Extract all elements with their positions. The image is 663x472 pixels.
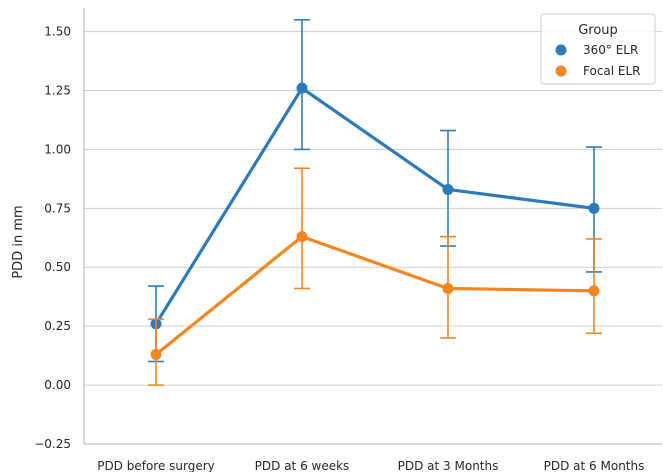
y-tick-label: 0.75 xyxy=(44,201,71,215)
legend-title: Group xyxy=(578,23,618,38)
y-axis-label: PDD in mm xyxy=(11,205,26,278)
y-tick-label: −0.25 xyxy=(34,437,71,451)
legend-entry: 360° ELR xyxy=(583,43,638,57)
legend-entry: Focal ELR xyxy=(583,64,641,78)
y-tick-label: 1.50 xyxy=(44,25,71,39)
y-tick-label: 1.00 xyxy=(44,142,71,156)
series-1 xyxy=(148,18,602,363)
axes: −0.25 0.00 0.25 0.50 0.75 1.00 1.25 1.50 PDD bef… xyxy=(34,8,662,472)
data-point xyxy=(296,231,308,243)
x-tick-label: PDD at 3 Months xyxy=(398,459,499,472)
data-point xyxy=(442,183,454,195)
series-2 xyxy=(148,167,602,386)
x-tick-label: PDD at 6 Months xyxy=(544,459,645,472)
x-tick-label: PDD at 6 weeks xyxy=(255,459,350,472)
y-tick-label: 1.25 xyxy=(44,83,71,97)
y-tick-label: 0.50 xyxy=(44,260,71,274)
legend-marker xyxy=(555,44,567,56)
x-tick-label: PDD before surgery xyxy=(97,459,215,472)
legend: Group 360° ELR Focal ELR xyxy=(540,13,656,85)
data-point xyxy=(588,202,600,214)
legend-marker xyxy=(555,65,567,77)
series-line xyxy=(154,86,595,325)
y-tick-label: 0.00 xyxy=(44,378,71,392)
data-point xyxy=(442,282,454,294)
y-tick-label: 0.25 xyxy=(44,319,71,333)
data-point xyxy=(296,82,308,94)
data-point xyxy=(588,285,600,297)
data-point xyxy=(150,348,162,360)
gridlines xyxy=(84,31,662,445)
series-line xyxy=(154,235,595,356)
series-layer xyxy=(148,18,602,386)
legend-box xyxy=(540,13,656,85)
